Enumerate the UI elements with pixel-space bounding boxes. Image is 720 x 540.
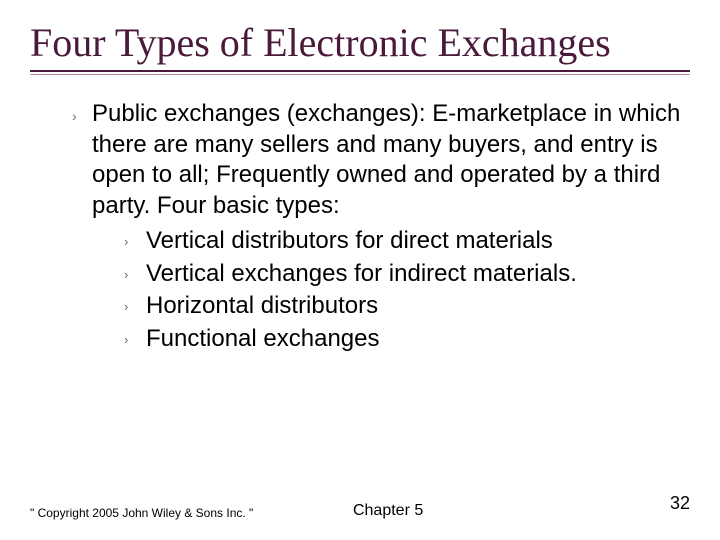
sub-bullet-item: › Vertical distributors for direct mater… [124,226,690,257]
sub-bullet-item: › Vertical exchanges for indirect materi… [124,259,690,290]
copyright-text: " Copyright 2005 John Wiley & Sons Inc. … [30,506,253,520]
title-rule-bottom [30,74,690,75]
chevron-right-icon: › [124,291,146,321]
sub-bullet-text: Functional exchanges [146,324,690,355]
sub-bullet-text: Vertical distributors for direct materia… [146,226,690,257]
chapter-label: Chapter 5 [353,502,423,520]
content-area: › Public exchanges (exchanges): E-market… [30,99,690,355]
chevron-right-icon: › [124,259,146,289]
bullet-text: Public exchanges (exchanges): E-marketpl… [92,99,690,222]
sub-bullet-item: › Horizontal distributors [124,291,690,322]
footer: " Copyright 2005 John Wiley & Sons Inc. … [0,493,720,520]
chevron-right-icon: › [124,324,146,354]
sub-bullet-item: › Functional exchanges [124,324,690,355]
title-rule-top [30,70,690,72]
chevron-right-icon: › [72,99,92,131]
sub-bullet-list: › Vertical distributors for direct mater… [72,226,690,355]
sub-bullet-text: Vertical exchanges for indirect material… [146,259,690,290]
slide: Four Types of Electronic Exchanges › Pub… [0,0,720,540]
sub-bullet-text: Horizontal distributors [146,291,690,322]
chevron-right-icon: › [124,226,146,256]
slide-title: Four Types of Electronic Exchanges [30,22,690,64]
bullet-item: › Public exchanges (exchanges): E-market… [72,99,690,222]
page-number: 32 [670,493,690,520]
